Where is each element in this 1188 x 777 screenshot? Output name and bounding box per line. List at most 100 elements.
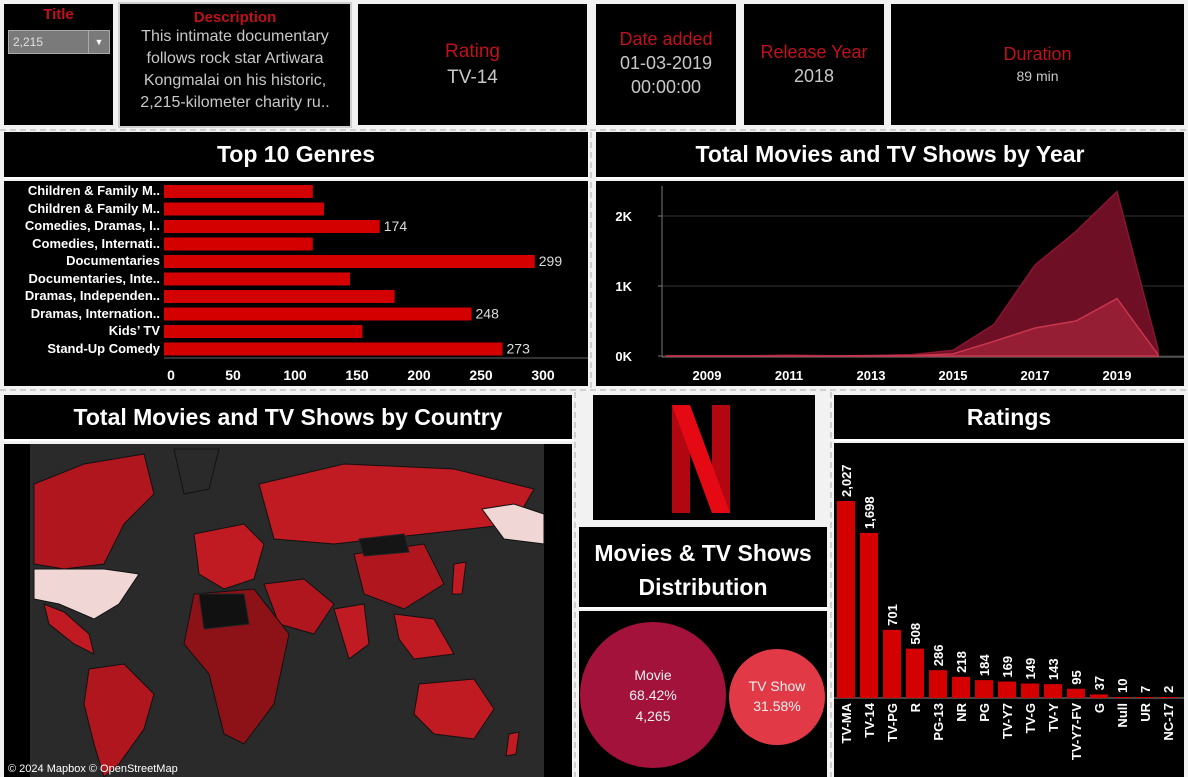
- genre-labels: Children & Family M.. Children & Family …: [4, 181, 160, 361]
- genre-bar[interactable]: [164, 185, 313, 198]
- distribution-title-line: Movies & TV Shows: [594, 540, 812, 566]
- country-africa-north[interactable]: [198, 593, 250, 630]
- country-se-asia[interactable]: [393, 613, 455, 660]
- rating-value-label: 37: [1092, 676, 1107, 690]
- divider: [574, 392, 576, 777]
- divider: [830, 392, 832, 777]
- rating-category-label: TV-MA: [839, 702, 854, 743]
- country-russia[interactable]: [258, 463, 535, 545]
- chevron-down-icon[interactable]: ▼: [88, 31, 109, 53]
- country-china[interactable]: [353, 543, 445, 610]
- rating-bar[interactable]: [975, 680, 993, 698]
- ratings-chart-title: Ratings: [834, 395, 1184, 441]
- rating-bar[interactable]: [1067, 688, 1085, 698]
- genre-label: Documentaries, Inte..: [28, 271, 160, 286]
- x-tick-label: 2017: [1021, 368, 1050, 383]
- kpi-release-year-value: 2018: [793, 66, 835, 86]
- x-tick-label: 200: [407, 367, 431, 383]
- rating-bar[interactable]: [1136, 697, 1154, 698]
- country-australia[interactable]: [413, 678, 495, 740]
- rating-value-label: 149: [1023, 658, 1038, 680]
- genre-label: Comedies, Internati..: [32, 236, 160, 251]
- genre-bar[interactable]: [164, 325, 363, 338]
- genre-value-label: 248: [476, 306, 500, 322]
- kpi-duration-card: Duration 89 min: [891, 4, 1184, 125]
- genre-label: Children & Family M..: [27, 201, 160, 216]
- x-tick-label: 300: [531, 367, 555, 383]
- year-plot: 0K 1K 2K 2009 2011 2013 2015 2017 2019: [615, 186, 1184, 383]
- rating-bar[interactable]: [1044, 684, 1062, 698]
- genre-label: Children & Family M..: [27, 183, 160, 198]
- y-tick-label: 2K: [615, 209, 632, 224]
- world-map[interactable]: [4, 444, 572, 777]
- divider: [0, 389, 1188, 391]
- rating-bar[interactable]: [883, 629, 901, 698]
- country-japan[interactable]: [451, 561, 467, 595]
- rating-bar[interactable]: [860, 532, 878, 698]
- genre-bar[interactable]: [164, 290, 395, 303]
- rating-category-label: PG-13: [931, 703, 946, 741]
- kpi-release-year-card: Release Year 2018: [744, 4, 884, 125]
- rating-value-label: 2: [1161, 686, 1176, 693]
- country-usa[interactable]: [33, 568, 140, 620]
- genre-bar[interactable]: [164, 342, 503, 356]
- country-canada[interactable]: [33, 453, 155, 570]
- y-tick-label: 0K: [615, 349, 632, 364]
- kpi-description-card: Description This intimate documentary fo…: [118, 2, 352, 128]
- rating-bar[interactable]: [1113, 697, 1131, 698]
- genre-label: Dramas, Independen..: [24, 288, 160, 303]
- genre-bar[interactable]: [164, 237, 313, 251]
- rating-bar[interactable]: [952, 676, 970, 698]
- divider: [0, 129, 1188, 131]
- genres-chart: Children & Family M.. Children & Family …: [4, 181, 588, 386]
- area-series[interactable]: [666, 297, 1159, 357]
- country-greenland[interactable]: [173, 448, 220, 495]
- genre-bar[interactable]: [164, 272, 350, 286]
- genre-label: Dramas, Internation..: [30, 306, 160, 321]
- title-select-value: 2,215: [13, 35, 44, 49]
- rating-category-label: R: [908, 702, 923, 712]
- country-india[interactable]: [333, 603, 370, 660]
- map-attribution: © 2024 Mapbox © OpenStreetMap: [8, 763, 178, 775]
- rating-bar[interactable]: [1090, 694, 1108, 698]
- tvshow-bubble[interactable]: [729, 649, 825, 745]
- kpi-duration-value: 89 min: [1016, 68, 1059, 84]
- genre-bar[interactable]: [164, 220, 380, 233]
- country-europe[interactable]: [193, 523, 265, 590]
- netflix-n-icon: [672, 405, 730, 513]
- rating-value-label: 218: [954, 651, 969, 673]
- x-tick-label: 2009: [693, 368, 722, 383]
- rating-value-label: 169: [1000, 656, 1015, 678]
- country-new-zealand[interactable]: [505, 731, 520, 757]
- kpi-title-card: Title 2,215 ▼: [4, 4, 113, 125]
- genre-bar[interactable]: [164, 255, 535, 268]
- country-map[interactable]: © 2024 Mapbox © OpenStreetMap: [4, 444, 572, 777]
- rating-bar[interactable]: [837, 501, 855, 698]
- rating-bar[interactable]: [1021, 683, 1039, 698]
- x-tick-label: 250: [469, 367, 493, 383]
- rating-bar[interactable]: [1159, 697, 1177, 698]
- rating-bar[interactable]: [929, 670, 947, 698]
- country-south-america[interactable]: [83, 663, 155, 777]
- distribution-title-line: Distribution: [638, 574, 768, 600]
- genre-bar[interactable]: [164, 202, 324, 216]
- description-line: Kongmalai on his historic,: [143, 72, 327, 89]
- rating-value-label: 184: [977, 654, 992, 676]
- genre-label: Comedies, Dramas, I..: [24, 218, 160, 233]
- rating-category-label: UR: [1138, 702, 1153, 721]
- country-alaska[interactable]: [481, 503, 545, 545]
- country-mexico[interactable]: [43, 603, 95, 655]
- movie-bubble[interactable]: [580, 622, 726, 768]
- kpi-rating-value: TV-14: [447, 67, 498, 88]
- genres-chart-title: Top 10 Genres: [4, 132, 588, 179]
- rating-bar[interactable]: [998, 681, 1016, 698]
- rating-value-label: 286: [931, 645, 946, 667]
- tvshow-percent: 31.58%: [753, 698, 800, 714]
- genre-bar[interactable]: [164, 307, 472, 321]
- kpi-rating-card: Rating TV-14: [358, 4, 587, 125]
- description-line: 2,215-kilometer charity ru..: [140, 94, 330, 111]
- title-select[interactable]: 2,215 ▼: [8, 30, 110, 54]
- rating-bar[interactable]: [906, 648, 924, 698]
- country-mongolia[interactable]: [358, 533, 410, 557]
- netflix-logo: [593, 395, 815, 520]
